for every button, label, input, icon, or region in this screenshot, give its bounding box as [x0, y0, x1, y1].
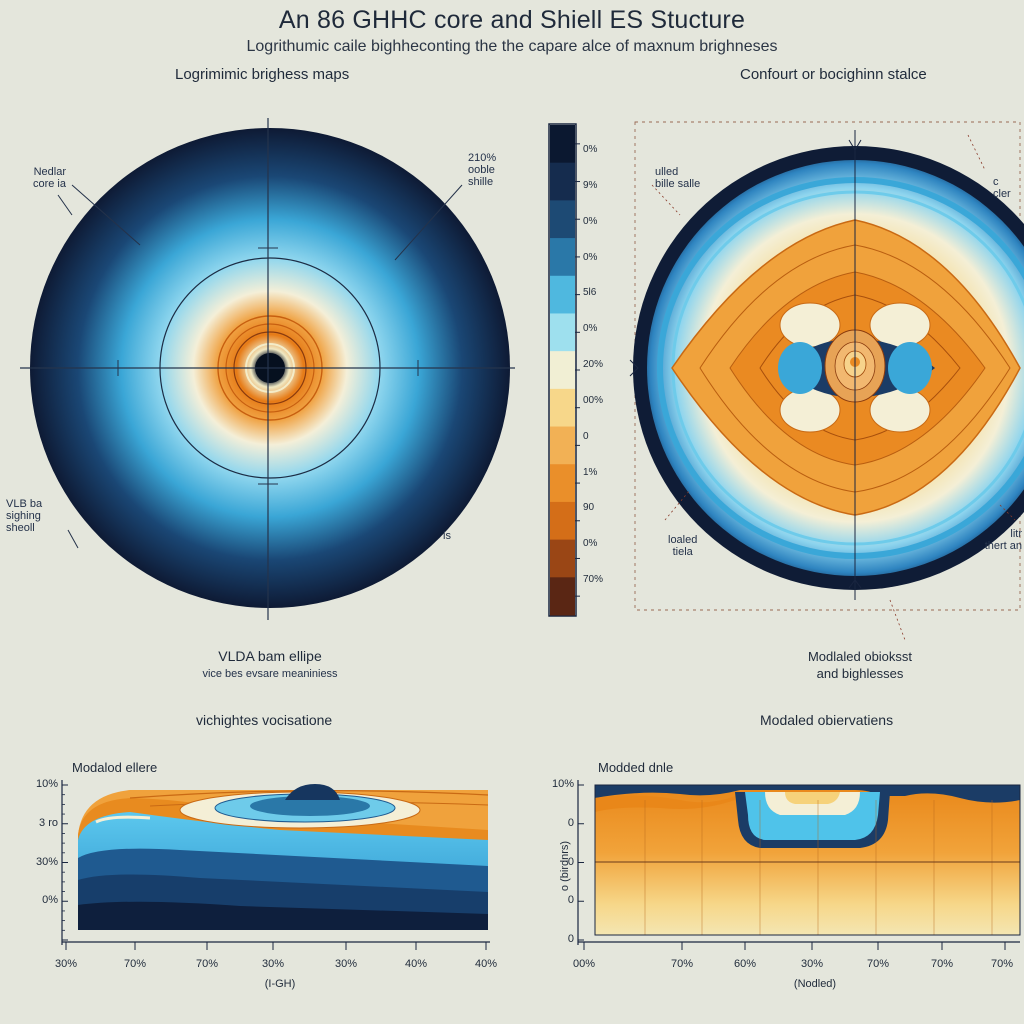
bottom-left-x-tick-label: 70% [123, 958, 147, 970]
colorbar-tick-label: 9% [583, 179, 598, 191]
bottom-right-x-tick-label: 70% [990, 958, 1014, 970]
label-bl-line-1: loaled [668, 534, 698, 546]
colorbar-swatch [550, 351, 575, 390]
bottom-right-x-tick-label: 30% [800, 958, 824, 970]
colorbar-tick-label: 0% [583, 538, 598, 550]
label-edge: is [443, 530, 451, 542]
bottom-left-section-title: vichightes vocisatione [196, 712, 333, 728]
label-tr-line-1: c [993, 176, 999, 188]
colorbar-tick-label: 1% [583, 466, 598, 478]
label-core: Nedlar core ia [14, 166, 66, 190]
bottom-left-x-tick-label: 40% [404, 958, 428, 970]
page-title: An 86 GHHC core and Shiell ES Stucture [278, 6, 746, 34]
bottom-left-y-tick-label: 10% [35, 778, 58, 790]
bottom-right-x-tick-label: 70% [930, 958, 954, 970]
bottom-left-plot-title: Modalod ellere [72, 760, 158, 775]
colorbar-swatch [550, 275, 575, 314]
bottom-left-y-tick-label: 3 ro [39, 816, 58, 829]
colorbar-tick-label: 5l6 [583, 287, 597, 299]
label-tl-line-1: ulled [655, 166, 679, 178]
bottom-right-x-tick-label: 70% [670, 958, 694, 970]
colorbar-tick-label: 70% [583, 574, 604, 585]
colorbar-swatch [550, 501, 575, 541]
label-vlba: VLB ba sighing sheoll [6, 498, 66, 534]
colorbar-swatch [550, 238, 575, 277]
label-core-line-2: core ia [32, 178, 66, 190]
colorbar-swatch [550, 464, 575, 503]
bottom-left-plot [61, 780, 490, 950]
label-top-left: ulled bille salle [655, 166, 700, 190]
colorbar-swatch [550, 200, 575, 239]
bottom-right-y-tick-label: 0 [567, 933, 574, 945]
label-vlba-line-3: sheoll [6, 522, 35, 534]
label-shell-line-1: 210% [468, 152, 497, 164]
bottom-left-x-tick-label: 30% [261, 958, 285, 970]
bottom-left-x-tick-label: 30% [54, 958, 78, 970]
model-title-line-2: and bighlesses [816, 666, 904, 681]
page-subtitle: Logrithumic caile bighheconting the the … [246, 38, 778, 55]
label-br-line-1: litr [1010, 528, 1022, 540]
colorbar-swatch [550, 162, 575, 201]
label-tr-line-2: cler [993, 188, 1011, 200]
bottom-right-plot [577, 780, 1021, 950]
colorbar-tick-label: 0 [583, 430, 589, 442]
label-top-right: c cler [993, 176, 1011, 200]
model-title: Modlaled obioksst and bighlesses [770, 648, 950, 682]
beam-ellipse-title: VLDA bam ellipe [218, 648, 322, 664]
colorbar [548, 123, 580, 617]
label-vlba-line-2: sighing [6, 510, 41, 522]
colorbar-swatch [550, 577, 575, 616]
bottom-left-y-tick-label: 0% [42, 894, 58, 907]
colorbar-tick-label: 0% [583, 215, 598, 227]
bottom-left-x-tick-label: 30% [334, 958, 358, 970]
colorbar-tick-label: 90 [583, 502, 595, 514]
label-shell-line-3: shille [468, 176, 494, 188]
colorbar-swatch [550, 388, 575, 428]
bottom-left-x-label: (I-GH) [264, 978, 296, 990]
colorbar-tick-label: 20% [583, 359, 604, 370]
bottom-right-plot-title: Modded dnle [598, 760, 674, 775]
bottom-right-x-tick-label: 60% [733, 958, 757, 970]
model-title-line-1: Modlaled obioksst [807, 649, 913, 664]
bottom-right-x-tick-label: 70% [866, 958, 890, 970]
colorbar-tick-label: 0% [583, 323, 598, 335]
label-bottom-left: loaled tiela [668, 534, 697, 558]
label-core-line-1: Nedlar [33, 166, 66, 178]
bottom-left-y-tick-label: 30% [35, 855, 58, 868]
bottom-right-y-tick-label: 0 [567, 816, 574, 829]
bottom-right-x-label: (Nodled) [793, 978, 837, 990]
colorbar-tick-label: 00% [583, 394, 604, 406]
label-br-line-2: thert an [984, 540, 1022, 552]
bottom-right-y-tick-label: 0 [567, 855, 574, 868]
bottom-right-y-tick-label: 10% [551, 778, 574, 790]
bottom-right-y-tick-label: 0 [567, 894, 574, 907]
colorbar-swatch [550, 125, 575, 164]
bottom-left-x-tick-label: 70% [195, 958, 219, 970]
colorbar-tick-label: 0% [583, 144, 598, 155]
bottom-left-x-tick-label: 40% [474, 958, 498, 970]
colorbar-tick-label: 0% [583, 251, 598, 263]
bottom-right-x-tick-label: 00% [572, 958, 596, 970]
left-brightness-map [20, 118, 515, 620]
label-tl-line-2: bille salle [655, 178, 701, 190]
label-shell-percent: 210% ooble shille [468, 152, 528, 188]
label-vlba-line-1: VLB ba [6, 498, 43, 510]
label-bottom-right: litr thert an [980, 528, 1022, 552]
bottom-right-y-label: o (birdnrs) [559, 840, 571, 892]
left-map-title: Logrimimic brighess maps [175, 66, 350, 83]
label-bl-line-2: tiela [672, 546, 693, 558]
right-map-title: Confourt or bocighinn stalce [740, 66, 927, 83]
colorbar-swatch [550, 426, 575, 465]
right-contour-map [629, 121, 1024, 641]
label-shell-line-2: ooble [468, 164, 495, 176]
bottom-right-section-title: Modaled obiervatiens [760, 712, 894, 728]
colorbar-swatch [550, 539, 575, 578]
colorbar-swatch [550, 313, 575, 352]
beam-ellipse-subtitle: vice bes evsare meaniniess [202, 668, 338, 680]
